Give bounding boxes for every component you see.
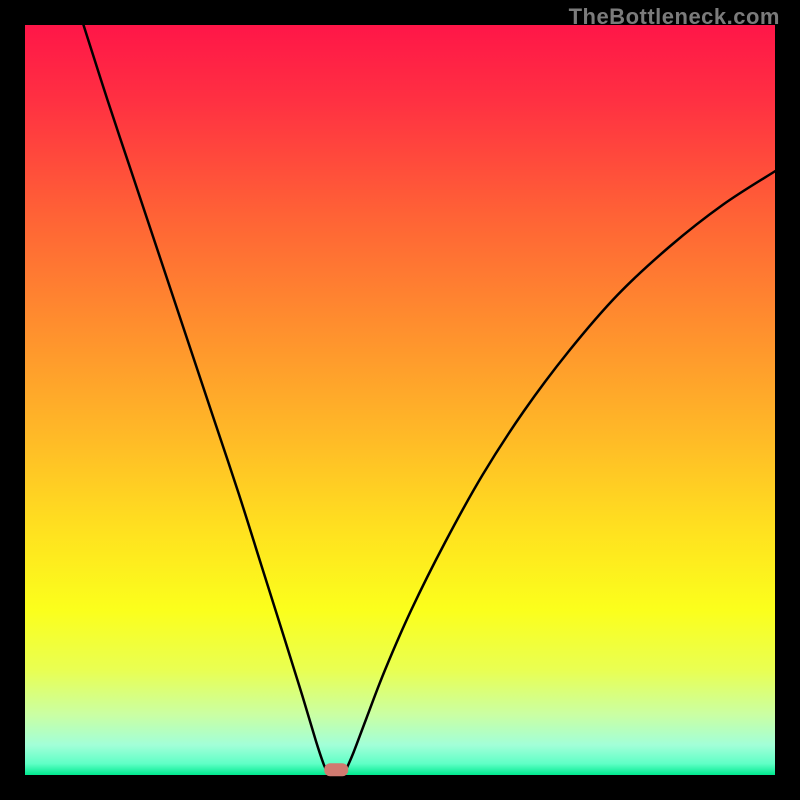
optimal-marker [324, 763, 348, 776]
watermark-text: TheBottleneck.com [569, 4, 780, 30]
plot-background [25, 25, 775, 775]
